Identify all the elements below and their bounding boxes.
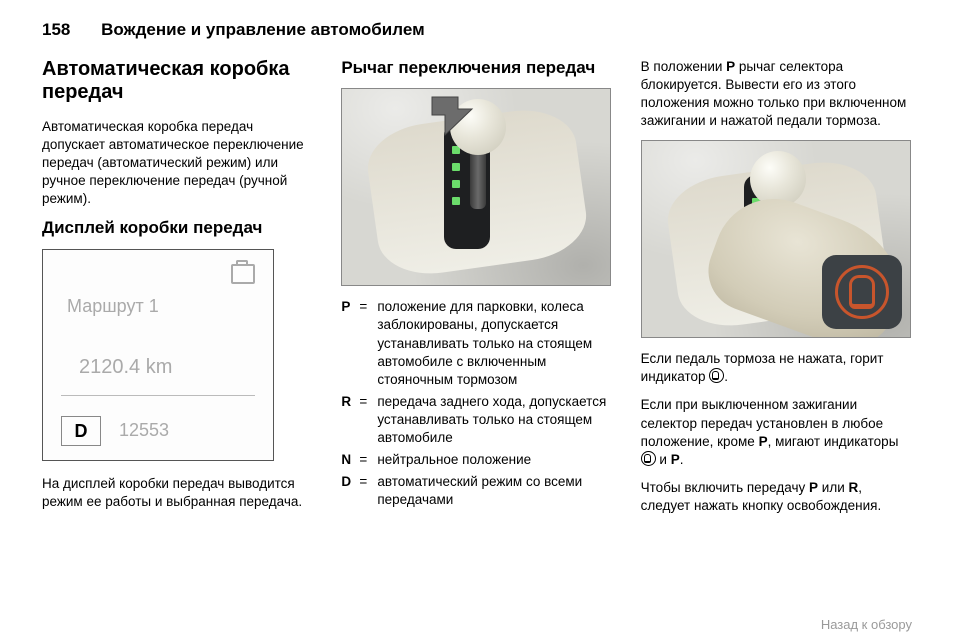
brake-indicator-icon (709, 368, 724, 383)
gear-description: передача заднего хода, допускается устан… (377, 393, 612, 451)
page-header: 158 Вождение и управление автомобилем (42, 20, 912, 40)
gear-symbol-p: P (671, 452, 680, 467)
intro-paragraph: Автоматическая коробка передач допускает… (42, 118, 313, 208)
gear-symbol-p: P (809, 480, 818, 495)
page-number: 158 (42, 20, 70, 40)
table-row: P = положение для парковки, колеса забло… (341, 298, 612, 392)
gear-symbol: N (341, 451, 359, 473)
equals-sign: = (359, 298, 377, 392)
content-columns: Автоматическая коробка передач Автоматич… (42, 58, 912, 525)
paragraph: Чтобы включить передачу P или R, следует… (641, 479, 912, 515)
column-2: Рычаг переключения передач P = (341, 58, 612, 525)
subsection-heading: Дисплей коробки передач (42, 218, 313, 238)
paragraph: Если педаль тормоза не нажата, горит инд… (641, 350, 912, 386)
gear-description: положение для парковки, колеса заблокиро… (377, 298, 612, 392)
display-mode-letter: D (61, 416, 101, 446)
header-title: Вождение и управление автомобилем (101, 20, 425, 39)
table-row: N = нейтральное положение (341, 451, 612, 473)
gear-lever-release-figure (641, 140, 911, 338)
subsection-heading: Рычаг переключения передач (341, 58, 612, 78)
gear-symbol-r: R (849, 480, 859, 495)
gear-description: автоматический режим со всеми передачами (377, 473, 612, 513)
paragraph: В положении P рычаг селектора блокируетс… (641, 58, 912, 130)
manual-page: 158 Вождение и управление автомобилем Ав… (0, 0, 954, 638)
display-odometer: 12553 (119, 418, 169, 442)
equals-sign: = (359, 393, 377, 451)
gear-symbol-p: P (726, 59, 735, 74)
column-1: Автоматическая коробка передач Автоматич… (42, 58, 313, 525)
gear-symbol: D (341, 473, 359, 513)
column-3: В положении P рычаг селектора блокируетс… (641, 58, 912, 525)
gear-symbol: R (341, 393, 359, 451)
section-heading: Автоматическая коробка передач (42, 58, 313, 104)
back-to-overview-link[interactable]: Назад к обзору (821, 617, 912, 632)
gear-description: нейтральное положение (377, 451, 612, 473)
gear-lever-figure (341, 88, 611, 286)
display-route-label: Маршрут 1 (67, 294, 159, 318)
gear-definitions-table: P = положение для парковки, колеса забло… (341, 298, 612, 513)
table-row: D = автоматический режим со всеми переда… (341, 473, 612, 513)
equals-sign: = (359, 473, 377, 513)
brake-pedal-inset-icon (822, 255, 902, 329)
display-distance: 2120.4 km (79, 354, 172, 381)
press-arrow-icon (428, 95, 476, 139)
gear-symbol-p: P (759, 434, 768, 449)
folder-icon (231, 264, 255, 284)
equals-sign: = (359, 451, 377, 473)
transmission-display-figure: Маршрут 1 2120.4 km D 12553 (42, 249, 274, 461)
gear-symbol: P (341, 298, 359, 392)
table-row: R = передача заднего хода, допускается у… (341, 393, 612, 451)
paragraph: Если при выключенном зажигании селектор … (641, 396, 912, 468)
brake-indicator-icon (641, 451, 656, 466)
figure-caption: На дисплей коробки передач выводится реж… (42, 475, 313, 511)
